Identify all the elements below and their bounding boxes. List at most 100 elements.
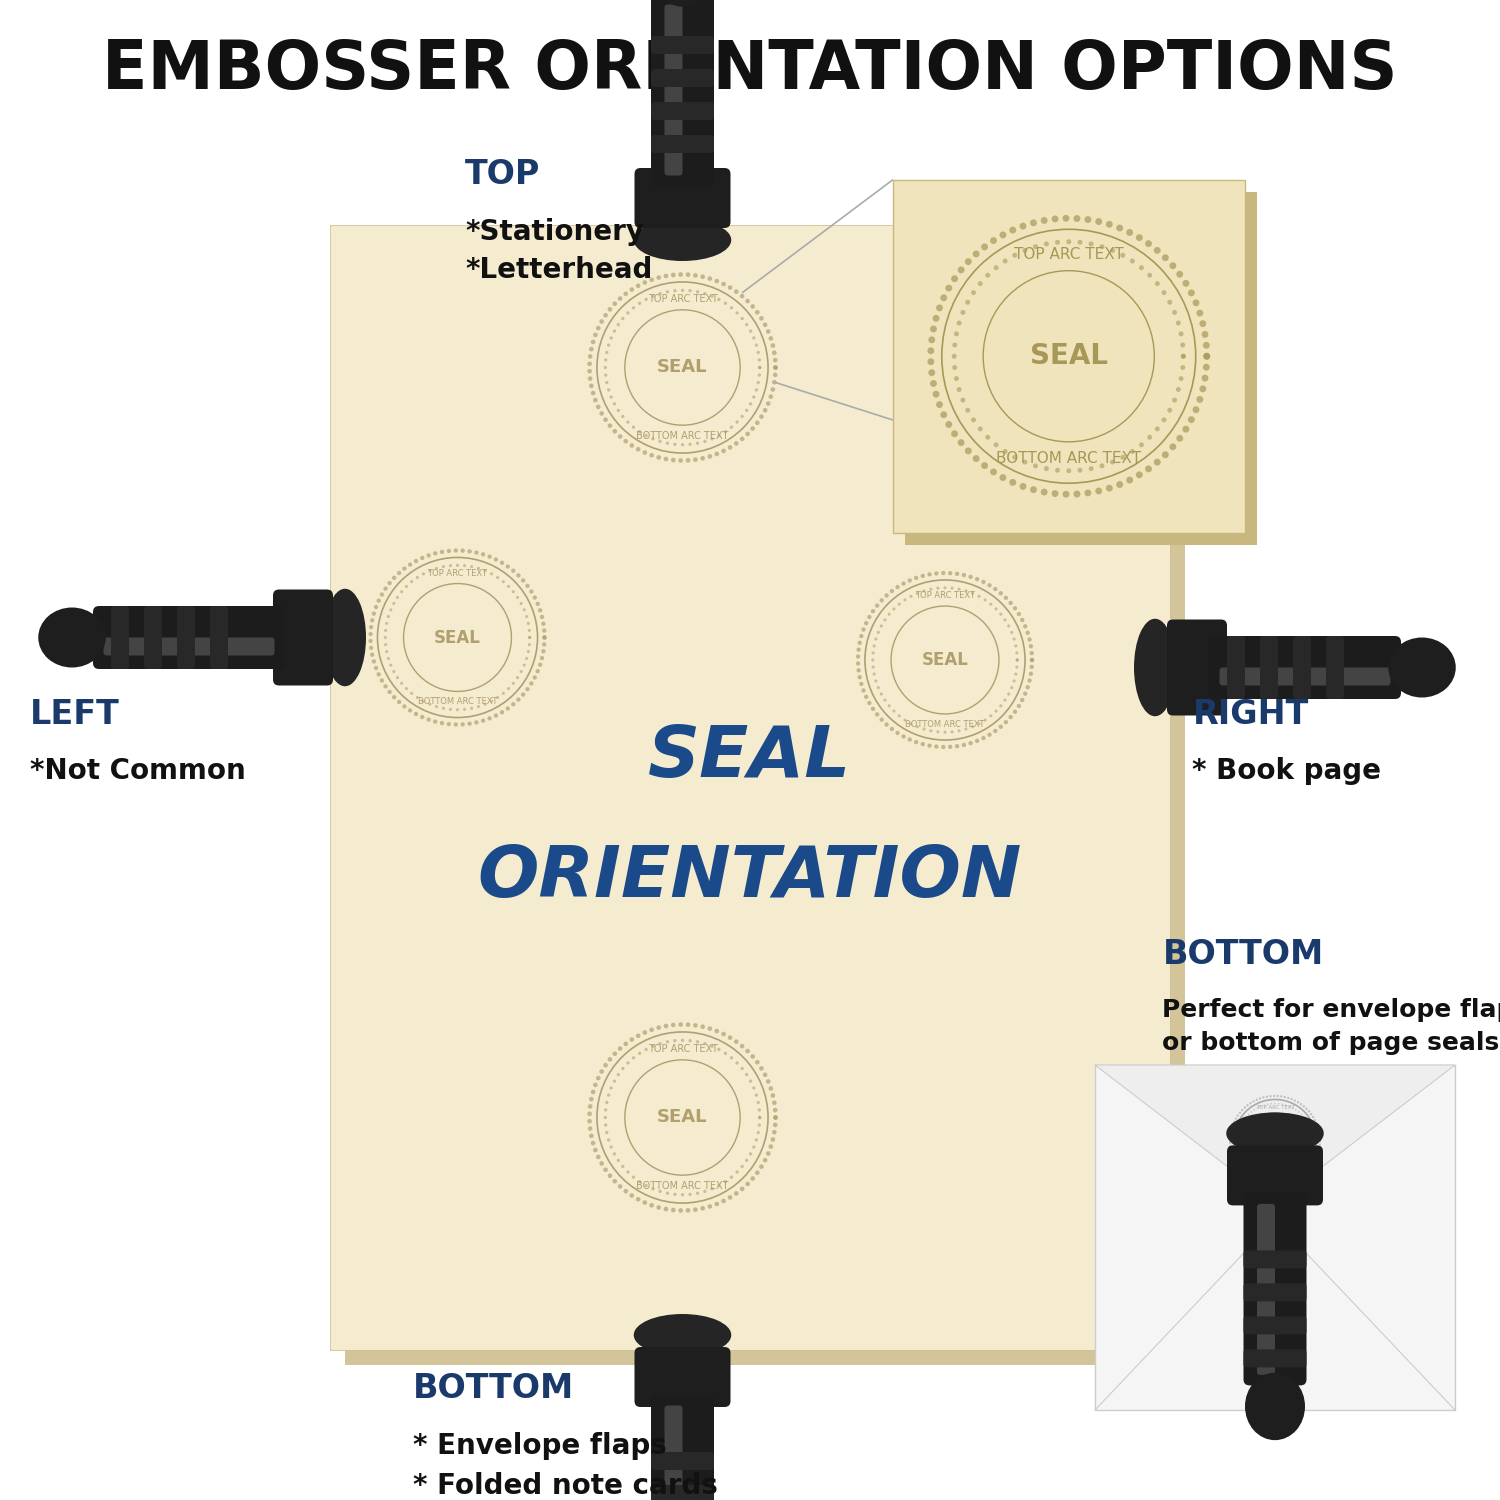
Circle shape	[890, 728, 894, 730]
Circle shape	[1110, 459, 1114, 465]
Circle shape	[856, 654, 859, 658]
Circle shape	[528, 636, 531, 639]
Circle shape	[1287, 1096, 1290, 1100]
Circle shape	[604, 374, 608, 376]
Circle shape	[1311, 1137, 1312, 1138]
Circle shape	[867, 615, 871, 620]
Circle shape	[714, 1202, 718, 1206]
Circle shape	[927, 744, 932, 748]
Circle shape	[1298, 1168, 1299, 1170]
Circle shape	[604, 1131, 609, 1134]
Circle shape	[754, 388, 758, 392]
FancyBboxPatch shape	[104, 638, 274, 656]
Text: SEAL: SEAL	[433, 628, 482, 646]
FancyBboxPatch shape	[651, 135, 714, 153]
Ellipse shape	[1389, 638, 1455, 698]
Circle shape	[477, 567, 480, 570]
Circle shape	[766, 328, 771, 334]
Circle shape	[1154, 248, 1161, 254]
Circle shape	[586, 362, 592, 366]
Circle shape	[426, 554, 430, 558]
Circle shape	[993, 266, 999, 270]
FancyBboxPatch shape	[634, 1347, 730, 1407]
Circle shape	[922, 728, 926, 730]
Circle shape	[772, 1101, 777, 1106]
Circle shape	[657, 1204, 662, 1209]
Circle shape	[916, 591, 920, 596]
Circle shape	[1298, 1112, 1299, 1113]
Circle shape	[596, 326, 600, 330]
Circle shape	[1254, 1172, 1256, 1173]
Circle shape	[396, 596, 399, 598]
Circle shape	[440, 549, 444, 554]
Circle shape	[746, 322, 748, 327]
Circle shape	[1318, 1140, 1322, 1142]
Circle shape	[993, 442, 999, 447]
Circle shape	[681, 288, 684, 292]
Circle shape	[940, 572, 945, 574]
Circle shape	[663, 1206, 669, 1212]
Circle shape	[1016, 651, 1019, 654]
Circle shape	[591, 1089, 596, 1095]
Circle shape	[638, 302, 642, 304]
Circle shape	[1010, 226, 1016, 234]
Circle shape	[970, 724, 974, 729]
Circle shape	[588, 1104, 592, 1108]
Circle shape	[1240, 1170, 1244, 1173]
Circle shape	[1250, 1102, 1251, 1104]
Circle shape	[1182, 426, 1190, 432]
Circle shape	[538, 663, 543, 668]
Circle shape	[748, 402, 752, 405]
Circle shape	[447, 549, 452, 554]
Circle shape	[772, 364, 778, 370]
Circle shape	[944, 730, 946, 734]
Circle shape	[704, 1042, 706, 1046]
Circle shape	[612, 1052, 616, 1056]
Circle shape	[1239, 1130, 1240, 1131]
Circle shape	[1252, 1100, 1254, 1102]
Circle shape	[621, 1166, 624, 1168]
Circle shape	[746, 1158, 748, 1162]
Circle shape	[711, 294, 714, 298]
Circle shape	[1095, 488, 1102, 495]
Circle shape	[1310, 1130, 1311, 1131]
Circle shape	[758, 1124, 760, 1126]
FancyBboxPatch shape	[1244, 1350, 1306, 1368]
FancyBboxPatch shape	[177, 606, 195, 669]
Circle shape	[1270, 1178, 1272, 1179]
Circle shape	[864, 694, 868, 699]
Circle shape	[728, 1035, 732, 1040]
Circle shape	[632, 1056, 634, 1059]
Circle shape	[873, 645, 876, 648]
FancyBboxPatch shape	[651, 0, 714, 186]
Circle shape	[1084, 489, 1092, 496]
Circle shape	[735, 1060, 740, 1065]
Circle shape	[978, 280, 982, 286]
Circle shape	[636, 1197, 640, 1202]
Circle shape	[1308, 1126, 1311, 1128]
Circle shape	[626, 1170, 630, 1174]
Circle shape	[1130, 258, 1136, 264]
Circle shape	[759, 1164, 764, 1168]
Circle shape	[758, 1116, 762, 1119]
Circle shape	[621, 1066, 624, 1070]
Text: TOP: TOP	[465, 158, 540, 190]
Circle shape	[723, 302, 728, 304]
Circle shape	[1176, 321, 1180, 326]
Circle shape	[1044, 466, 1048, 471]
Circle shape	[1230, 1149, 1232, 1150]
Circle shape	[874, 603, 879, 608]
Circle shape	[1230, 1128, 1233, 1130]
Circle shape	[754, 1170, 759, 1174]
Circle shape	[588, 1126, 592, 1131]
Circle shape	[1317, 1150, 1320, 1152]
Circle shape	[614, 1080, 616, 1083]
Circle shape	[540, 656, 544, 660]
Circle shape	[630, 1036, 634, 1042]
Circle shape	[722, 282, 726, 286]
Text: * Book page: * Book page	[1192, 758, 1382, 786]
Circle shape	[1014, 672, 1017, 675]
Circle shape	[663, 456, 669, 462]
Circle shape	[1110, 248, 1114, 254]
Circle shape	[621, 416, 624, 419]
